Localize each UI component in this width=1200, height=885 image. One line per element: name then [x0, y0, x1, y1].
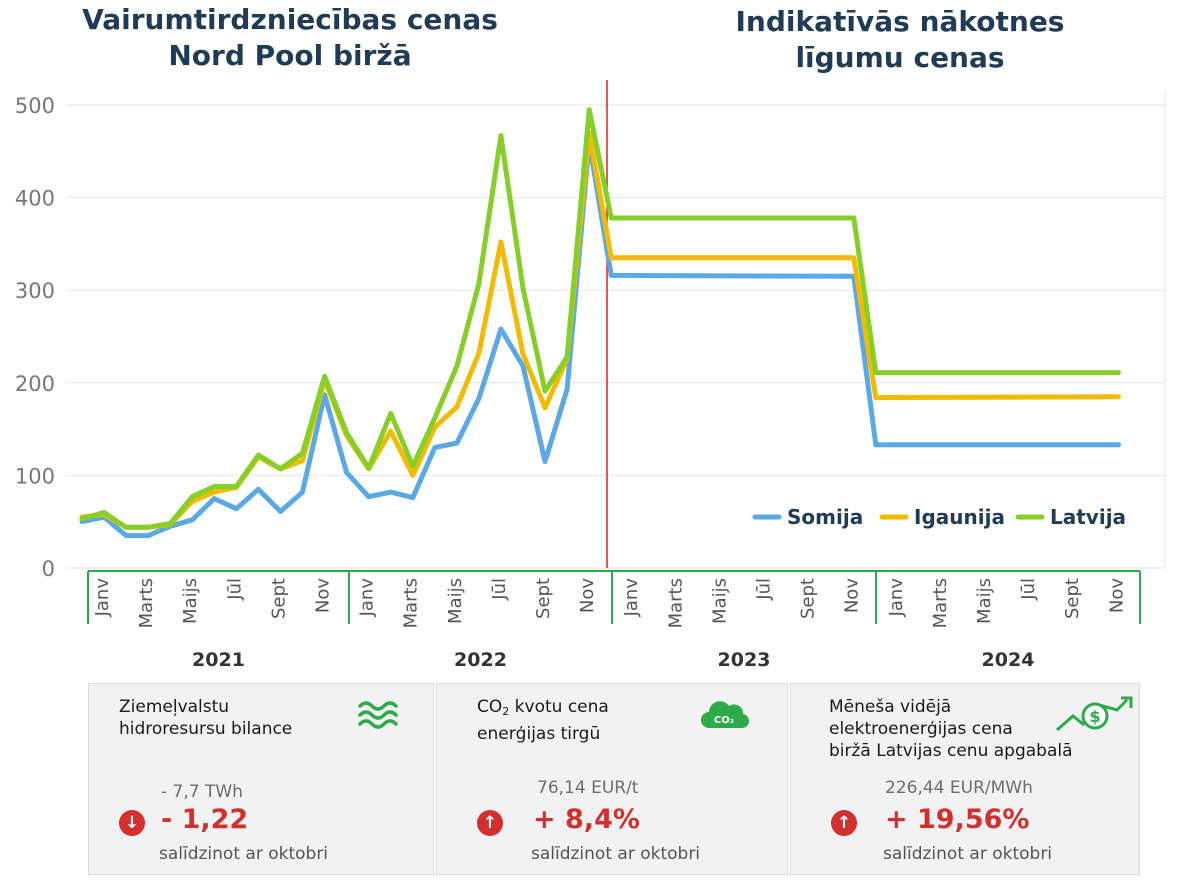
arrow-up-icon: ↑ [477, 810, 503, 836]
y-tick-label: 0 [42, 557, 55, 581]
series-line-igaunija [79, 130, 1121, 530]
electricity-price-card: Mēneša vidējā elektroenerģijas cena birž… [790, 683, 1140, 875]
svg-text:CO₂: CO₂ [714, 715, 734, 726]
hydro-value: - 7,7 TWh [161, 782, 243, 802]
co2-change: + 8,4% [533, 804, 640, 835]
x-tick-label: Marts [665, 578, 686, 628]
electricity-label: Mēneša vidējā elektroenerģijas cena birž… [829, 696, 1073, 762]
electricity-value: 226,44 EUR/MWh [885, 778, 1033, 798]
year-label: 2023 [718, 649, 771, 671]
co2-label-line-2: enerģijas tirgū [477, 724, 601, 744]
x-tick-label: Jūl [1018, 578, 1039, 601]
hydro-label-line-1: Ziemeļvalstu [119, 697, 230, 717]
x-tick-label: Maijs [445, 578, 466, 624]
axis-layer: 0 100 200 300 400 500 Janv Marts Maijs Jūl Sept Nov… [15, 94, 1141, 671]
legend-label-latvija: Latvija [1050, 505, 1126, 529]
year-label: 2024 [982, 649, 1035, 671]
legend: Somija Igaunija Latvija [752, 505, 1126, 529]
x-tick-label: Jūl [224, 578, 245, 601]
title-left-line-2: Nord Pool biržā [168, 39, 412, 72]
co2-value: 76,14 EUR/t [537, 778, 639, 798]
arrow-up-icon: ↑ [831, 810, 857, 836]
arrow-down-icon: ↓ [119, 810, 145, 836]
y-tick-label: 200 [15, 372, 55, 396]
x-tick-label: Sept [1062, 578, 1083, 619]
electricity-note: salīdzinot ar oktobri [883, 844, 1053, 864]
x-tick-label: Janv [621, 578, 642, 618]
title-right-line-1: Indikatīvās nākotnes [735, 5, 1065, 38]
hydro-balance-label: Ziemeļvalstu hidroresursu bilance [119, 696, 292, 740]
co2-cloud-icon: CO₂ [701, 701, 750, 729]
y-tick-label: 100 [15, 464, 55, 488]
legend-label-igaunija: Igaunija [914, 505, 1005, 529]
x-tick-label: Maijs [709, 578, 730, 624]
co2-price-card: CO2 kvotu cena enerģijas tirgū CO₂ 76,14… [436, 683, 788, 875]
y-tick-label: 400 [15, 187, 55, 211]
co2-label: CO2 kvotu cena enerģijas tirgū [477, 696, 609, 745]
x-tick-label: Nov [313, 578, 334, 613]
hydro-note: salīdzinot ar oktobri [159, 844, 329, 864]
co2-label-line-1: CO2 kvotu cena [477, 697, 609, 718]
electricity-label-line-1: Mēneša vidējā [829, 697, 952, 717]
x-tick-label: Sept [798, 578, 819, 619]
x-tick-label: Janv [357, 578, 378, 618]
x-tick-label: Maijs [180, 578, 201, 624]
x-tick-label: Maijs [974, 578, 995, 624]
x-tick-label: Jūl [489, 578, 510, 601]
svg-text:$: $ [1089, 707, 1100, 726]
y-tick-label: 500 [15, 94, 55, 118]
year-label: 2021 [192, 649, 245, 671]
x-tick-label: Nov [577, 578, 598, 613]
title-right-line-2: līgumu cenas [795, 41, 1005, 74]
co2-note: salīdzinot ar oktobri [531, 844, 701, 864]
title-left-line-1: Vairumtirdzniecības cenas [82, 3, 498, 36]
x-tick-label: Jūl [754, 578, 775, 601]
y-tick-label: 300 [15, 279, 55, 303]
electricity-label-line-2: elektroenerģijas cena [829, 719, 1013, 739]
chart-title-right: Indikatīvās nākotnes līgumu cenas [690, 4, 1110, 76]
x-tick-label: Janv [92, 578, 113, 618]
x-tick-label: Nov [1106, 578, 1127, 613]
series-layer [79, 107, 1121, 539]
x-tick-label: Marts [930, 578, 951, 628]
x-tick-label: Janv [886, 578, 907, 618]
price-chart: 0 100 200 300 400 500 Janv Marts Maijs Jūl Sept Nov… [15, 80, 1166, 671]
series-line-latvija [79, 107, 1121, 530]
legend-label-somija: Somija [787, 505, 863, 529]
year-label: 2022 [454, 649, 507, 671]
x-tick-label: Sept [533, 578, 554, 619]
electricity-change: + 19,56% [885, 804, 1030, 835]
electricity-label-line-3: biržā Latvijas cenu apgabalā [829, 741, 1073, 761]
grid-layer [66, 80, 1166, 569]
chart-title-left: Vairumtirdzniecības cenas Nord Pool birž… [60, 2, 520, 74]
waves-icon [358, 701, 398, 729]
hydro-balance-card: Ziemeļvalstu hidroresursu bilance - 7,7 … [88, 683, 434, 875]
x-tick-label: Sept [268, 578, 289, 619]
hydro-label-line-2: hidroresursu bilance [119, 719, 293, 739]
x-tick-label: Nov [842, 578, 863, 613]
x-tick-label: Marts [136, 578, 157, 628]
dollar-growth-icon: $ [1056, 696, 1133, 732]
hydro-change: - 1,22 [161, 804, 249, 835]
x-tick-label: Marts [401, 578, 422, 628]
